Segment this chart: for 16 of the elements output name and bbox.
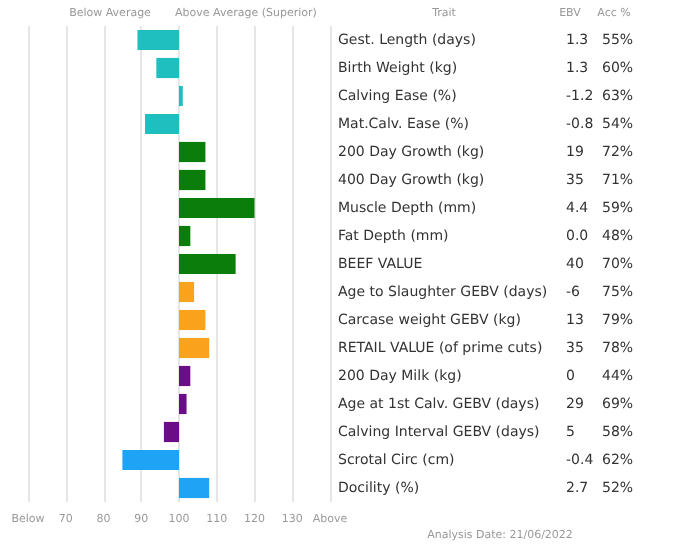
bar — [179, 197, 255, 219]
bar — [179, 393, 187, 415]
bar — [179, 141, 206, 163]
bar — [179, 365, 191, 387]
bar — [179, 281, 195, 303]
bar — [179, 225, 191, 247]
bar — [156, 57, 179, 79]
bar — [179, 477, 210, 499]
bar — [145, 113, 179, 135]
bar — [179, 253, 236, 275]
bar — [137, 29, 179, 51]
bar — [179, 337, 210, 359]
bar — [163, 421, 179, 443]
bar — [122, 449, 179, 471]
bar — [179, 309, 206, 331]
bar — [179, 169, 206, 191]
